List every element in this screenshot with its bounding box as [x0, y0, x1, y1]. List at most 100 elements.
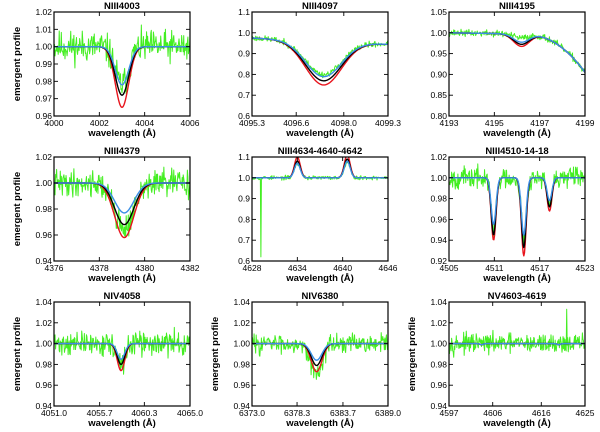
y-tick-label: 0.95	[430, 49, 447, 59]
x-tick-label: 4099.3	[375, 118, 401, 128]
x-axis-label: wavelength (Å)	[482, 273, 551, 284]
panel-7: NIV4058 4051.0 4055.7 4060.3 4065.0 0.94 0.96 0…	[12, 291, 203, 429]
y-tick-label: 1.00	[233, 339, 250, 349]
x-tick-label: 4382	[181, 263, 200, 273]
panel-5: NIII4634-4640-4642 4628 4634 4640 4646 0.6 0.7…	[238, 146, 398, 284]
y-tick-label: 0.9	[238, 194, 250, 204]
y-tick-label: 0.90	[430, 69, 447, 79]
x-axis-label: wavelength (Å)	[87, 273, 156, 284]
panel-title: NIII4379	[104, 146, 140, 157]
y-tick-label: 1.02	[233, 318, 250, 328]
x-tick-label: 4517	[530, 263, 549, 273]
y-tick-label: 0.96	[430, 380, 447, 390]
x-tick-label: 4193	[440, 118, 459, 128]
x-tick-label: 4095.3	[239, 118, 265, 128]
y-axis-label: emergent profile	[12, 317, 23, 391]
y-tick-label: 0.80	[430, 111, 447, 121]
y-tick-label: 1.1	[238, 152, 250, 162]
series-model-black	[252, 158, 388, 179]
series-observed	[449, 308, 585, 358]
series-group	[54, 166, 190, 239]
y-tick-label: 1.01	[35, 24, 52, 34]
series-group	[252, 35, 388, 86]
x-tick-label: 4096.6	[283, 118, 309, 128]
y-tick-label: 1.02	[35, 7, 52, 17]
y-tick-label: 1.1	[238, 7, 250, 17]
y-tick-label: 1.05	[430, 7, 447, 17]
y-tick-label: 0.98	[430, 194, 447, 204]
y-tick-label: 0.94	[35, 401, 52, 411]
x-tick-label: 4378	[90, 263, 109, 273]
series-group	[252, 332, 388, 380]
x-tick-label: 4000	[45, 118, 64, 128]
x-tick-label: 4006	[181, 118, 200, 128]
series-observed	[449, 28, 585, 73]
plot-frame	[448, 156, 586, 262]
panel-1: NIII4003 4000 4002 4004 4006 0.96 0.97 0.98 0.99…	[12, 1, 200, 139]
x-tick-label: 6373.0	[239, 408, 265, 418]
x-tick-label: 4628	[243, 263, 262, 273]
y-tick-label: 0.8	[238, 69, 250, 79]
x-tick-label: 4197	[530, 118, 549, 128]
y-tick-label: 1.02	[35, 152, 52, 162]
panel-9: NV4603-4619 4597 4606 4616 4625 0.94 0.96 0.98 1…	[407, 291, 595, 429]
y-tick-label: 0.8	[238, 214, 250, 224]
x-tick-label: 6378.3	[284, 408, 310, 418]
x-tick-label: 4625	[576, 408, 595, 418]
series-model-black	[449, 177, 585, 249]
panel-title: NIII4634-4640-4642	[278, 146, 363, 157]
series-model-red	[449, 32, 585, 73]
plot-frame	[251, 301, 389, 407]
series-model-black	[449, 32, 585, 73]
y-tick-label: 1.00	[35, 178, 52, 188]
y-tick-label: 1.00	[35, 339, 52, 349]
y-axis-label: emergent profile	[407, 317, 418, 391]
panel-title: NIV4058	[104, 291, 141, 302]
series-observed	[449, 163, 585, 244]
y-tick-label: 0.98	[35, 359, 52, 369]
x-tick-label: 4380	[135, 263, 154, 273]
panel-3: NIII4195 4193 4195 4197 4199 0.80 0.85 0.90 0.95…	[430, 1, 594, 139]
x-axis-label: wavelength (Å)	[482, 418, 551, 429]
panel-6: NIII4510-14-18 4505 4511 4517 4523 0.92 0.94 0.…	[430, 146, 594, 284]
y-tick-label: 1.02	[430, 152, 447, 162]
panel-title: NV4603-4619	[488, 291, 547, 302]
x-tick-label: 4640	[333, 263, 352, 273]
panel-title: NIII4195	[499, 1, 536, 12]
y-axis-label: emergent profile	[12, 27, 23, 101]
plot-frame	[448, 301, 586, 407]
y-tick-label: 0.96	[35, 230, 52, 240]
series-model-black	[54, 182, 190, 226]
panel-title: NIII4510-14-18	[485, 146, 548, 157]
x-tick-label: 4195	[485, 118, 504, 128]
y-tick-label: 0.97	[35, 94, 52, 104]
y-tick-label: 0.85	[430, 90, 447, 100]
x-tick-label: 4098.0	[331, 118, 357, 128]
x-tick-label: 4597	[440, 408, 459, 418]
y-tick-label: 0.94	[233, 401, 250, 411]
series-group	[54, 326, 190, 375]
x-tick-label: 4646	[379, 263, 398, 273]
series-model-blue	[252, 37, 388, 78]
y-tick-label: 0.92	[430, 256, 447, 266]
x-axis-label: wavelength (Å)	[87, 418, 156, 429]
x-tick-label: 4051.0	[41, 408, 67, 418]
y-tick-label: 0.98	[35, 204, 52, 214]
series-group	[54, 24, 190, 109]
series-model-blue	[449, 342, 585, 346]
y-tick-label: 1.04	[430, 297, 447, 307]
x-tick-label: 4511	[485, 263, 504, 273]
panel-title: NIII4003	[104, 1, 140, 12]
y-tick-label: 1.0	[238, 173, 250, 183]
y-tick-label: 0.6	[238, 111, 250, 121]
series-group	[449, 308, 585, 358]
x-tick-label: 4002	[90, 118, 109, 128]
y-tick-label: 0.6	[238, 256, 250, 266]
series-group	[449, 163, 585, 257]
y-tick-label: 0.94	[35, 256, 52, 266]
y-tick-label: 0.7	[238, 90, 250, 100]
y-tick-label: 1.02	[430, 318, 447, 328]
x-tick-label: 4616	[532, 408, 551, 418]
x-axis-label: wavelength (Å)	[285, 273, 354, 284]
